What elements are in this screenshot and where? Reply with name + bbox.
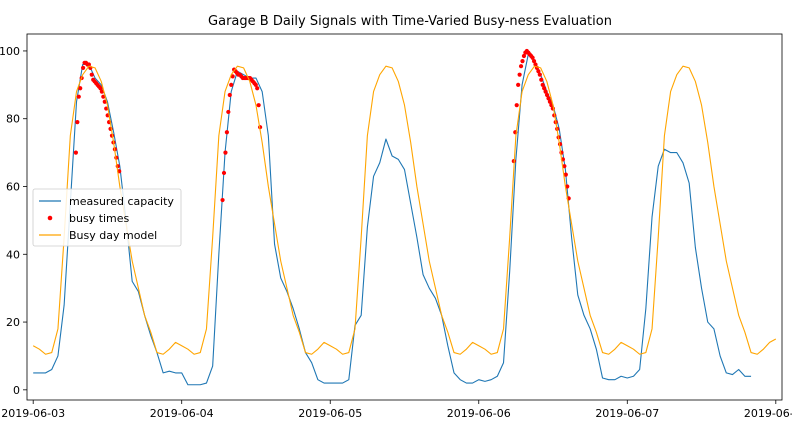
legend: measured capacity busy times Busy day mode…	[32, 188, 182, 247]
busy-time-point	[514, 103, 519, 108]
busy-time-point	[540, 82, 545, 87]
busy-time-point	[220, 197, 225, 203]
busy-time-point	[562, 164, 567, 169]
series-busy-times	[73, 48, 571, 203]
series-line-busy-day-model	[32, 65, 777, 355]
busy-time-point	[256, 103, 261, 108]
legend-label-measured-capacity: measured capacity	[69, 195, 174, 208]
busy-time-point	[226, 109, 231, 115]
busy-time-point	[536, 69, 541, 74]
x-tick-label: 2019-06-06	[447, 407, 511, 420]
busy-time-point	[224, 130, 229, 135]
plot-series	[32, 48, 777, 386]
busy-time-point	[255, 86, 260, 91]
legend-box	[32, 188, 182, 247]
busy-time-point	[221, 170, 227, 176]
y-tick-label: 0	[13, 384, 20, 397]
x-axis: 2019-06-03 2019-06-04 2019-06-05 2019-06-06…	[1, 400, 792, 420]
x-tick-label: 2019-06-03	[1, 407, 65, 420]
y-tick-label: 60	[6, 181, 20, 194]
busy-time-point	[521, 53, 527, 59]
busy-time-point	[516, 82, 521, 87]
busy-time-point	[99, 89, 104, 94]
y-tick-label: 80	[6, 113, 20, 126]
y-tick-label: 100	[0, 45, 20, 58]
busy-time-point	[89, 72, 94, 77]
busy-time-point	[547, 99, 553, 104]
busy-time-point	[104, 106, 109, 111]
busy-time-point	[565, 184, 570, 189]
legend-label-busy-day-model: Busy day model	[69, 229, 157, 242]
busy-time-point	[546, 96, 551, 101]
busy-time-point	[542, 86, 547, 91]
busy-time-point	[517, 72, 522, 77]
busy-time-point	[518, 64, 524, 69]
busy-time-point	[563, 172, 568, 177]
y-tick-label: 40	[6, 248, 20, 261]
chart-title: Garage B Daily Signals with Time-Varied …	[208, 14, 612, 29]
busy-time-point	[75, 120, 80, 125]
busy-time-point	[520, 59, 525, 64]
busy-time-point	[229, 82, 234, 87]
busy-time-point	[543, 89, 548, 94]
busy-time-point	[227, 92, 232, 98]
x-tick-label: 2019-06-08	[744, 407, 792, 420]
x-tick-label: 2019-06-07	[595, 407, 659, 420]
busy-time-point	[533, 62, 538, 67]
busy-time-point	[539, 77, 544, 82]
y-tick-label: 20	[6, 316, 20, 329]
y-axis: 0 20 40 60 80 100	[0, 45, 27, 397]
busy-time-point	[230, 74, 235, 79]
busy-time-point	[101, 94, 106, 99]
busy-time-point	[530, 55, 535, 60]
busy-time-point	[86, 62, 91, 67]
busy-time-point	[544, 92, 550, 98]
busy-time-point	[73, 150, 78, 155]
x-tick-label: 2019-06-04	[150, 407, 214, 420]
legend-label-busy-times: busy times	[69, 212, 130, 225]
busy-time-point	[531, 59, 537, 64]
busy-time-point	[98, 86, 103, 91]
legend-swatch-busy-times	[47, 215, 53, 221]
busy-time-point	[81, 65, 86, 70]
series-busy-day-model	[32, 65, 777, 355]
busy-time-point	[223, 150, 228, 155]
x-tick-label: 2019-06-05	[298, 407, 362, 420]
plot-frame	[26, 33, 783, 401]
legend-items: measured capacity busy times Busy day mode…	[39, 195, 174, 242]
busy-time-point	[78, 86, 83, 91]
busy-time-point	[76, 94, 81, 99]
busy-time-point	[537, 72, 542, 77]
busy-time-point	[253, 82, 258, 87]
